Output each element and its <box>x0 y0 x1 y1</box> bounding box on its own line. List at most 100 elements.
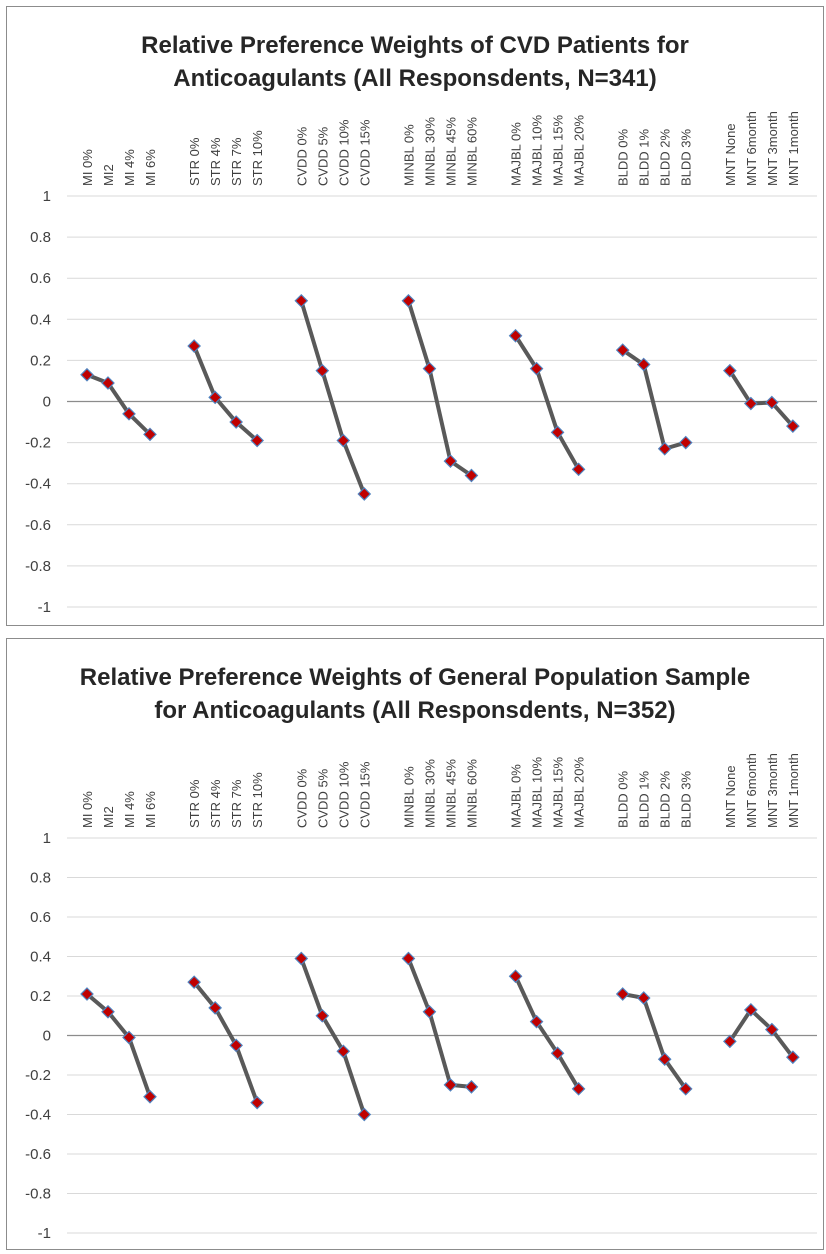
x-tick-label: CVDD 15% <box>357 761 372 828</box>
x-tick-label: BLDD 2% <box>658 770 673 828</box>
x-tick-label: MI2 <box>101 164 116 186</box>
data-point-marker <box>315 1008 330 1023</box>
data-point-marker <box>765 395 779 410</box>
x-tick-label: MNT None <box>723 123 738 186</box>
x-tick-label: BLDD 2% <box>658 128 673 186</box>
y-tick-label: 1 <box>43 188 51 205</box>
data-point-marker <box>508 328 523 343</box>
y-tick-label: -1 <box>38 1225 51 1242</box>
data-point-marker <box>786 1050 800 1065</box>
x-tick-label: STR 4% <box>208 137 223 186</box>
series-line <box>406 298 474 478</box>
data-point-marker <box>250 1095 264 1110</box>
x-tick-label: MI 6% <box>143 149 158 186</box>
x-tick-label: MI2 <box>101 806 116 828</box>
x-tick-label: MNT 3month <box>765 753 780 828</box>
data-point-marker <box>336 433 351 448</box>
data-point-marker <box>250 433 264 448</box>
data-point-marker <box>464 468 479 483</box>
data-point-marker <box>229 415 243 429</box>
y-tick-label: 0.8 <box>30 870 51 887</box>
x-tick-label: MI 4% <box>122 149 137 186</box>
x-tick-label: MI 0% <box>80 791 95 828</box>
x-tick-label: MAJBL 15% <box>551 115 566 186</box>
series-line <box>513 974 581 1091</box>
x-tick-label: MAJBL 0% <box>509 122 524 186</box>
x-tick-label: STR 0% <box>187 779 202 828</box>
data-point-marker <box>229 1038 243 1053</box>
chart-panel-general-population: Relative Preference Weights of General P… <box>6 638 824 1250</box>
x-tick-label: MNT 6month <box>744 753 759 828</box>
x-tick-label: MINBL 60% <box>464 759 479 828</box>
x-tick-label: CVDD 15% <box>357 119 372 186</box>
y-tick-label: 0.8 <box>30 229 51 246</box>
x-tick-label: MAJBL 10% <box>530 115 545 186</box>
x-tick-label: MNT 1month <box>786 111 801 186</box>
y-tick-label: 1 <box>43 830 51 847</box>
data-point-marker <box>723 363 737 378</box>
x-tick-label: MNT 1month <box>786 753 801 828</box>
x-tick-label: MINBL 30% <box>422 759 437 828</box>
x-tick-label: CVDD 5% <box>315 126 330 186</box>
series-line <box>85 992 152 1099</box>
x-tick-label: CVDD 10% <box>336 119 351 186</box>
y-tick-label: -0.4 <box>25 1107 51 1124</box>
chart-title-line-1: Relative Preference Weights of CVD Patie… <box>141 32 689 59</box>
data-point-marker <box>636 357 651 372</box>
series-line <box>513 333 581 472</box>
x-tick-label: STR 7% <box>229 779 244 828</box>
x-tick-label: MNT 3month <box>765 111 780 186</box>
x-tick-label: MI 4% <box>122 791 137 828</box>
x-tick-label: CVDD 0% <box>294 126 309 186</box>
data-point-marker <box>744 396 758 411</box>
data-point-marker <box>786 419 800 434</box>
series-line <box>727 1007 795 1060</box>
data-point-marker <box>529 361 544 376</box>
x-tick-label: BLDD 1% <box>637 770 652 828</box>
y-tick-label: 0.6 <box>30 909 51 926</box>
series-line <box>85 372 152 437</box>
x-tick-label: MNT None <box>723 765 738 828</box>
data-point-marker <box>208 390 222 405</box>
data-point-marker <box>422 1004 437 1019</box>
data-point-marker <box>678 435 693 450</box>
chart-title-line-2: for Anticoagulants (All Responsdents, N=… <box>154 697 676 724</box>
chart-title-line-1: Relative Preference Weights of General P… <box>79 664 751 691</box>
data-point-marker <box>401 951 416 966</box>
y-tick-label: 0.6 <box>30 270 51 287</box>
x-tick-label: BLDD 0% <box>616 128 631 186</box>
data-point-marker <box>657 441 672 456</box>
data-point-marker <box>143 1089 157 1104</box>
x-tick-label: MAJBL 20% <box>572 115 587 186</box>
x-tick-label: MI 6% <box>143 791 158 828</box>
data-point-marker <box>464 1080 479 1094</box>
x-tick-label: BLDD 3% <box>679 128 694 186</box>
x-tick-label: MAJBL 10% <box>530 757 545 828</box>
data-point-marker <box>636 991 651 1005</box>
data-point-marker <box>508 969 523 984</box>
y-tick-label: -0.2 <box>25 435 51 452</box>
series-line <box>192 980 260 1105</box>
x-tick-label: MAJBL 15% <box>551 757 566 828</box>
data-point-marker <box>723 1034 737 1049</box>
data-point-marker <box>744 1002 758 1017</box>
y-tick-label: 0 <box>43 1028 51 1045</box>
chart-title-line-2: Anticoagulants (All Responsdents, N=341) <box>173 65 657 92</box>
chart-title: Relative Preference Weights of CVD Patie… <box>7 29 823 95</box>
series-line <box>620 348 688 451</box>
x-tick-label: MAJBL 20% <box>572 757 587 828</box>
y-tick-label: -0.8 <box>25 1186 51 1203</box>
x-tick-label: BLDD 0% <box>616 770 631 828</box>
x-tick-label: STR 7% <box>229 137 244 186</box>
data-point-marker <box>187 339 201 353</box>
x-tick-label: MINBL 60% <box>464 117 479 186</box>
x-tick-label: STR 4% <box>208 779 223 828</box>
y-tick-label: 0.2 <box>30 988 51 1005</box>
y-tick-label: -0.8 <box>25 558 51 575</box>
data-point-marker <box>122 406 136 421</box>
y-tick-label: -1 <box>38 599 51 616</box>
x-tick-label: MNT 6month <box>744 111 759 186</box>
data-point-marker <box>357 1107 372 1122</box>
series-line <box>299 298 367 496</box>
x-tick-label: MINBL 0% <box>401 766 416 828</box>
